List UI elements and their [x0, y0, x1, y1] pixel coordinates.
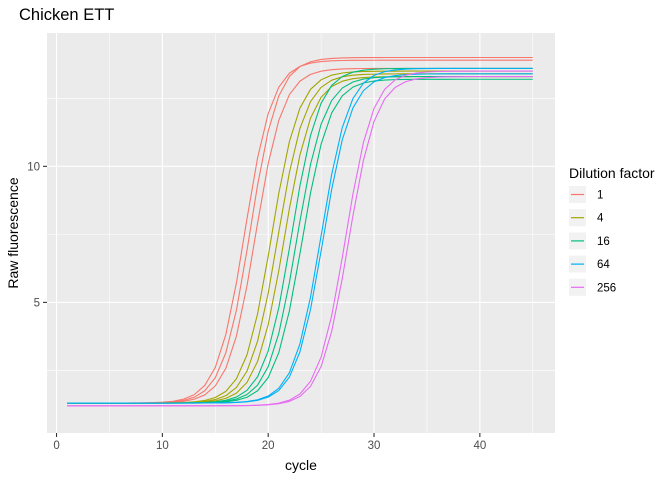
legend-items: 1 4 16 64 256 [569, 186, 616, 296]
series-line-64-2 [67, 73, 533, 404]
x-axis: 0 10 20 30 40 [53, 433, 486, 452]
legend-label: 256 [597, 282, 616, 294]
x-tick-label: 0 [53, 440, 59, 452]
x-tick-label: 20 [262, 440, 275, 452]
y-tick-label: 10 [27, 161, 40, 173]
series-layer [67, 56, 533, 407]
series-line-256-2 [67, 75, 533, 407]
plot-panel [47, 33, 555, 433]
x-tick-label: 30 [368, 440, 381, 452]
x-tick-label: 40 [473, 440, 486, 452]
legend-label: 1 [597, 190, 603, 202]
y-tick-label: 5 [34, 297, 40, 309]
grid-minor [47, 33, 555, 433]
legend-label: 64 [597, 259, 610, 271]
legend-label: 4 [597, 213, 604, 225]
chart-title: Chicken ETT [19, 6, 114, 24]
legend-title: Dilution factor [569, 165, 655, 181]
legend-label: 16 [597, 236, 610, 248]
grid-major [47, 33, 555, 433]
legend: Dilution factor 1 4 16 64 256 [569, 165, 655, 296]
x-axis-label: cycle [285, 457, 317, 473]
y-axis: 5 10 [27, 161, 47, 309]
y-axis-label: Raw fluorescence [5, 177, 21, 288]
x-tick-label: 10 [156, 440, 169, 452]
